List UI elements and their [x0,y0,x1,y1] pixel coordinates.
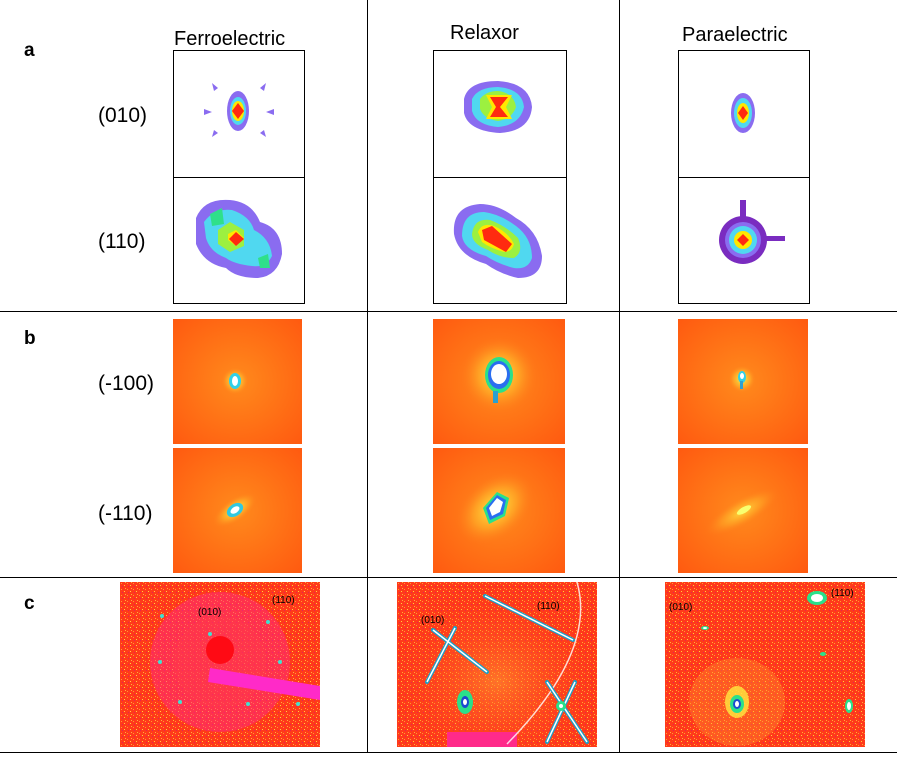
diffuse-ferroelectric-100 [173,319,302,444]
contour-paraelectric-010 [678,50,810,179]
row-label-b-110: (-110) [98,502,153,525]
panel-letter-c: c [24,593,35,614]
pattern-label-110: (110) [831,588,854,599]
row-label-a-010: (010) [98,104,148,127]
diffuse-ferroelectric-110 [173,448,302,573]
pattern-ferroelectric: (010) (110) [120,582,320,747]
diffuse-paraelectric-110 [678,448,808,573]
pattern-paraelectric: (010) (110) [665,582,865,747]
pattern-label-110: (110) [272,595,295,606]
pattern-label-010: (010) [669,602,693,613]
contour-relaxor-110 [433,177,567,304]
panel-letter-a: a [24,40,35,61]
row-label-a-110: (110) [98,230,146,253]
pattern-relaxor: (010) (110) [397,582,597,747]
contour-relaxor-010 [433,50,567,179]
column-header-paraelectric: Paraelectric [682,24,788,46]
column-header-relaxor: Relaxor [450,22,519,44]
row-label-b-100: (-100) [98,372,155,395]
pattern-label-010: (010) [198,607,222,618]
column-header-ferroelectric: Ferroelectric [174,28,286,50]
contour-ferroelectric-010 [173,50,305,179]
diffuse-paraelectric-100 [678,319,808,444]
contour-paraelectric-110 [678,177,810,304]
column-divider [619,0,620,753]
column-divider [367,0,368,753]
pattern-label-010: (010) [421,615,445,626]
row-divider [0,752,897,753]
pattern-label-110: (110) [537,601,560,612]
row-divider [0,577,897,578]
diffuse-relaxor-100 [433,319,565,444]
diffuse-relaxor-110 [433,448,565,573]
panel-letter-b: b [24,328,36,349]
contour-ferroelectric-110 [173,177,305,304]
row-divider [0,311,897,312]
